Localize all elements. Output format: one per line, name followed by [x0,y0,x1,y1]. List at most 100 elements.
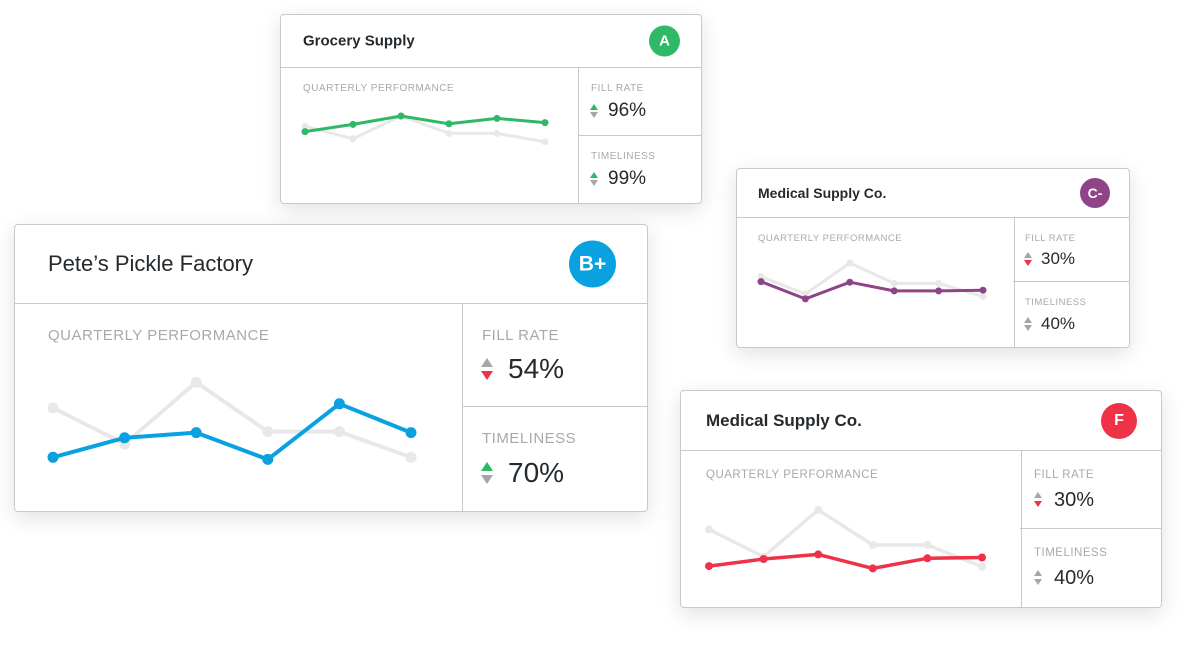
fill-rate-metric: FILL RATE 54% [463,304,647,407]
quarterly-performance-label: QUARTERLY PERFORMANCE [706,469,879,481]
current-data-point [190,427,202,439]
trend-up-arrow-icon [481,462,493,471]
timeliness-value: 70% [508,457,565,488]
quarterly-performance-panel: QUARTERLY PERFORMANCE [681,451,1022,607]
trend-down-arrow-icon [481,474,493,484]
current-data-point [397,112,405,120]
quarterly-performance-panel: QUARTERLY PERFORMANCE [737,218,1015,347]
timeliness-label: TIMELINESS [1034,547,1108,559]
timeliness-metric: TIMELINESS 40% [1013,282,1129,347]
card-header: Pete’s Pickle Factory B+ [15,225,647,304]
current-series-line [52,401,412,462]
previous-data-point [349,135,357,143]
current-data-point [923,554,932,563]
current-data-point [119,432,131,444]
supplier-card-petes-pickle-factory[interactable]: Pete’s Pickle Factory B+ QUARTERLY PERFO… [14,224,648,512]
current-data-point [814,550,823,559]
current-data-point [759,555,768,563]
supplier-name: Grocery Supply [303,32,415,50]
trend-indicator-icon [1024,317,1032,332]
quarterly-performance-panel: QUARTERLY PERFORMANCE [15,304,463,511]
supplier-card-medical-supply-f[interactable]: Medical Supply Co. F QUARTERLY PERFORMAN… [680,390,1162,608]
grade-badge: C- [1080,178,1110,208]
grade-badge: A [649,25,680,57]
fill-rate-metric: FILL RATE 30% [1013,218,1129,282]
fill-rate-label: FILL RATE [482,327,560,344]
trend-indicator-icon [1034,570,1042,585]
current-series-line [708,552,983,571]
previous-data-point [757,273,765,281]
current-data-point [846,278,854,286]
previous-data-point [979,292,987,300]
timeliness-value: 40% [1054,567,1095,589]
fill-rate-label: FILL RATE [1025,233,1076,244]
grade-badge: B+ [569,240,616,288]
fill-rate-label: FILL RATE [591,83,644,94]
current-data-point [801,295,809,303]
trend-up-arrow-icon [481,358,493,367]
trend-indicator-icon [481,462,493,484]
previous-data-point [705,525,713,534]
fill-rate-value: 30% [1054,489,1095,511]
previous-data-point [935,279,943,287]
trend-up-arrow-icon [1034,570,1042,576]
trend-down-arrow-icon [1034,500,1042,507]
previous-data-point [445,129,453,137]
previous-data-point [868,541,877,549]
current-data-point [978,553,986,562]
timeliness-value: 40% [1041,314,1076,333]
trend-up-arrow-icon [1034,492,1042,498]
fill-rate-value: 96% [608,100,647,121]
fill-rate-value: 30% [1041,249,1076,268]
quarterly-performance-label: QUARTERLY PERFORMANCE [303,83,455,94]
previous-data-point [493,129,501,137]
quarterly-performance-label: QUARTERLY PERFORMANCE [758,233,903,244]
current-data-point [979,286,987,294]
previous-series-line [708,508,983,569]
previous-data-point [814,505,823,514]
previous-data-point [301,122,309,130]
timeliness-label: TIMELINESS [482,430,577,447]
previous-data-point [890,279,898,287]
timeliness-metric: TIMELINESS 40% [1020,529,1161,607]
current-data-point [262,453,274,465]
previous-data-point [801,290,809,298]
grade-badge: F [1101,402,1137,439]
trend-down-arrow-icon [1024,260,1032,267]
timeliness-value: 99% [608,168,647,189]
previous-data-point [47,402,59,414]
previous-series-line [760,261,984,298]
card-header: Medical Supply Co. F [681,391,1161,451]
timeliness-metric: TIMELINESS 99% [578,136,701,203]
current-data-point [757,278,765,286]
previous-data-point [190,376,202,388]
previous-data-point [333,426,345,438]
supplier-card-medical-supply-c[interactable]: Medical Supply Co. C- QUARTERLY PERFORMA… [736,168,1130,348]
performance-line-chart [47,376,417,465]
previous-data-point [923,541,932,549]
fill-rate-metric: FILL RATE 30% [1020,451,1161,529]
quarterly-performance-label: QUARTERLY PERFORMANCE [48,327,270,344]
supplier-name: Medical Supply Co. [706,410,862,430]
previous-series-line [304,114,546,144]
current-data-point [868,564,877,573]
trend-up-arrow-icon [1024,317,1032,323]
supplier-card-grocery-supply[interactable]: Grocery Supply A QUARTERLY PERFORMANCE F… [280,14,702,204]
fill-rate-value: 54% [508,353,565,384]
supplier-name: Medical Supply Co. [758,185,887,201]
current-data-point [349,120,357,128]
card-header: Medical Supply Co. C- [737,169,1129,218]
trend-down-arrow-icon [590,112,598,119]
timeliness-label: TIMELINESS [1025,297,1087,308]
previous-data-point [262,426,274,438]
fill-rate-metric: FILL RATE 96% [578,68,701,136]
current-data-point [541,119,549,127]
trend-down-arrow-icon [1024,325,1032,332]
trend-indicator-icon [1034,492,1042,507]
current-data-point [705,562,713,571]
current-series-line [760,280,984,301]
trend-down-arrow-icon [1034,578,1042,585]
current-data-point [47,451,59,463]
current-data-point [890,287,898,295]
quarterly-performance-panel: QUARTERLY PERFORMANCE [281,68,579,203]
